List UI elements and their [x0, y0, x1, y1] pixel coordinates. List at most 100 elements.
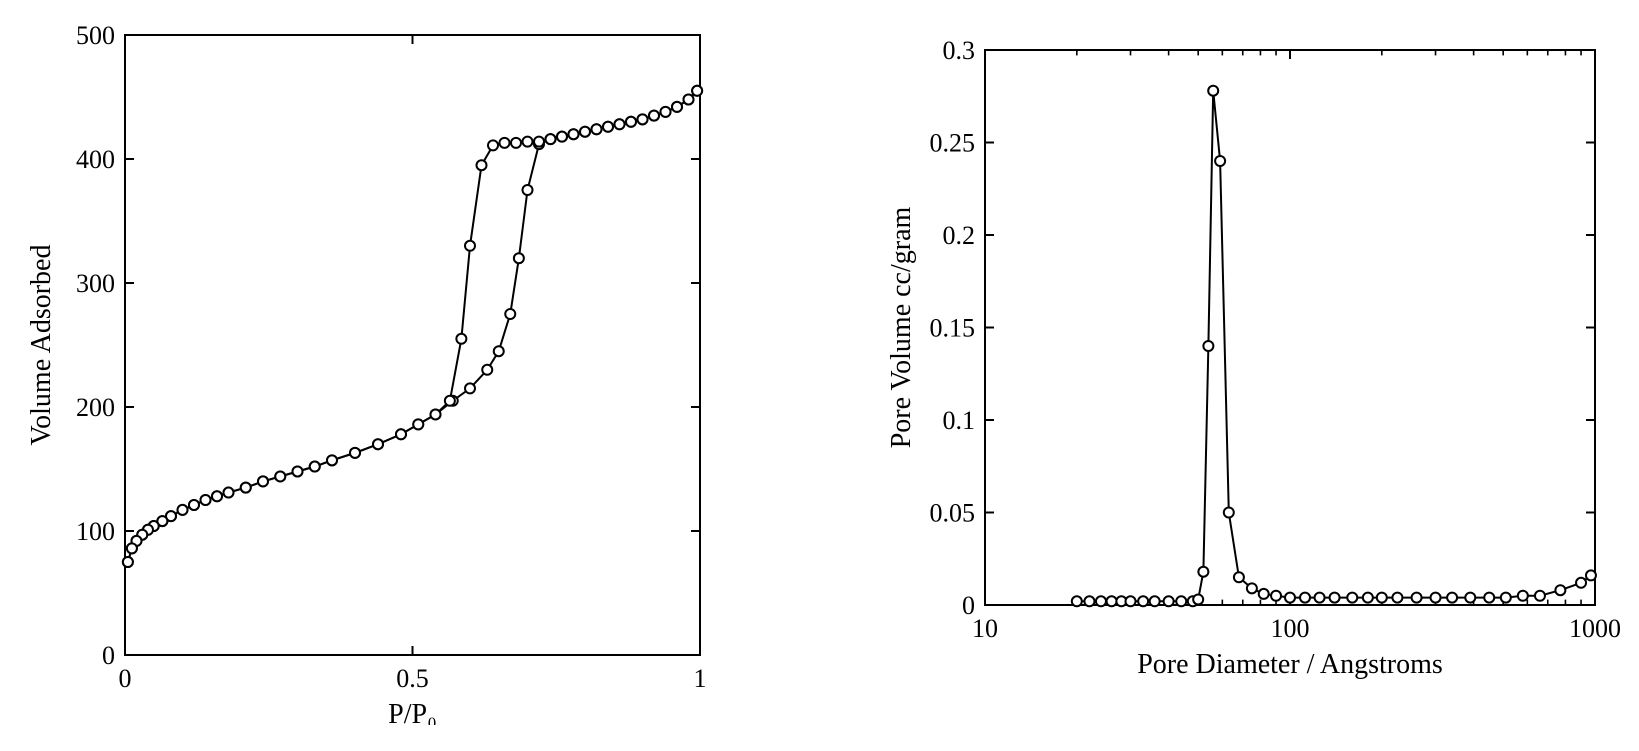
data-marker [465, 241, 475, 251]
data-marker [494, 346, 504, 356]
series-line [128, 91, 697, 562]
data-marker [557, 132, 567, 142]
data-marker [511, 138, 521, 148]
data-marker [1431, 593, 1441, 603]
data-marker [123, 557, 133, 567]
y-tick-label: 200 [76, 393, 115, 422]
data-marker [445, 396, 455, 406]
data-marker [1138, 596, 1148, 606]
data-marker [293, 466, 303, 476]
data-marker [1447, 593, 1457, 603]
data-marker [1377, 593, 1387, 603]
x-axis-label: P/P₀ [388, 699, 437, 725]
data-marker [1259, 589, 1269, 599]
data-marker [477, 160, 487, 170]
data-marker [396, 429, 406, 439]
data-marker [514, 253, 524, 263]
y-tick-label: 0.25 [930, 129, 976, 158]
data-marker [488, 140, 498, 150]
data-marker [1501, 593, 1511, 603]
data-marker [684, 94, 694, 104]
data-marker [1285, 593, 1295, 603]
isotherm-chart: 0 0.5 1 0 100 200 300 400 500 P/P₀ Volume Adsorbed [10, 5, 730, 725]
data-marker [1084, 596, 1094, 606]
y-tick-label: 0 [962, 591, 975, 620]
data-marker [661, 107, 671, 117]
data-marker [638, 114, 648, 124]
x-tick-label: 1000 [1569, 614, 1621, 643]
data-marker [1535, 591, 1545, 601]
data-marker [1215, 156, 1225, 166]
series-line [128, 91, 697, 562]
data-marker [1150, 596, 1160, 606]
x-tick-label: 0 [119, 664, 132, 693]
y-tick-label: 500 [76, 21, 115, 50]
data-marker [178, 505, 188, 515]
data-marker [692, 86, 702, 96]
data-marker [626, 117, 636, 127]
data-marker [580, 127, 590, 137]
data-marker [534, 137, 544, 147]
data-marker [431, 409, 441, 419]
data-marker [1465, 593, 1475, 603]
data-marker [1203, 341, 1213, 351]
data-marker [649, 111, 659, 121]
pore-distribution-svg: 10100100000.050.10.150.20.250.3Pore Diam… [830, 5, 1630, 725]
data-marker [413, 419, 423, 429]
data-marker [1072, 596, 1082, 606]
data-marker [1315, 593, 1325, 603]
x-tick-label: 0.5 [396, 664, 429, 693]
data-marker [1555, 585, 1565, 595]
data-marker [224, 488, 234, 498]
y-axis-label: Pore Volume cc/gram [886, 206, 917, 448]
data-marker [456, 334, 466, 344]
data-marker [1518, 591, 1528, 601]
x-tick-label: 100 [1271, 614, 1310, 643]
y-tick-label: 0.2 [943, 221, 976, 250]
data-marker [546, 134, 556, 144]
data-marker [241, 483, 251, 493]
data-marker [500, 138, 510, 148]
y-tick-label: 400 [76, 145, 115, 174]
y-tick-label: 300 [76, 269, 115, 298]
data-marker [201, 495, 211, 505]
data-marker [1176, 596, 1186, 606]
data-marker [1576, 578, 1586, 588]
data-marker [1484, 593, 1494, 603]
data-marker [310, 462, 320, 472]
data-marker [523, 185, 533, 195]
data-marker [615, 119, 625, 129]
data-marker [1392, 593, 1402, 603]
x-tick-label: 1 [694, 664, 707, 693]
data-marker [1412, 593, 1422, 603]
data-marker [1126, 596, 1136, 606]
x-tick-label: 10 [972, 614, 998, 643]
data-marker [523, 137, 533, 147]
data-marker [465, 383, 475, 393]
y-tick-label: 100 [76, 517, 115, 546]
y-tick-label: 0 [102, 641, 115, 670]
data-marker [127, 543, 137, 553]
data-marker [505, 309, 515, 319]
data-marker [1330, 593, 1340, 603]
data-marker [1164, 596, 1174, 606]
data-marker [1096, 596, 1106, 606]
y-tick-label: 0.1 [943, 406, 976, 435]
data-marker [212, 491, 222, 501]
y-axis-label: Volume Adsorbed [26, 245, 57, 446]
data-marker [1586, 570, 1596, 580]
data-marker [327, 455, 337, 465]
data-marker [603, 122, 613, 132]
data-marker [1363, 593, 1373, 603]
data-marker [1234, 572, 1244, 582]
data-marker [350, 448, 360, 458]
data-marker [1300, 593, 1310, 603]
series-line [1077, 91, 1591, 602]
plot-border [985, 50, 1595, 605]
pore-distribution-chart: 10100100000.050.10.150.20.250.3Pore Diam… [830, 5, 1630, 725]
data-marker [482, 365, 492, 375]
data-marker [569, 129, 579, 139]
data-marker [1198, 567, 1208, 577]
data-marker [1247, 583, 1257, 593]
data-marker [1271, 591, 1281, 601]
